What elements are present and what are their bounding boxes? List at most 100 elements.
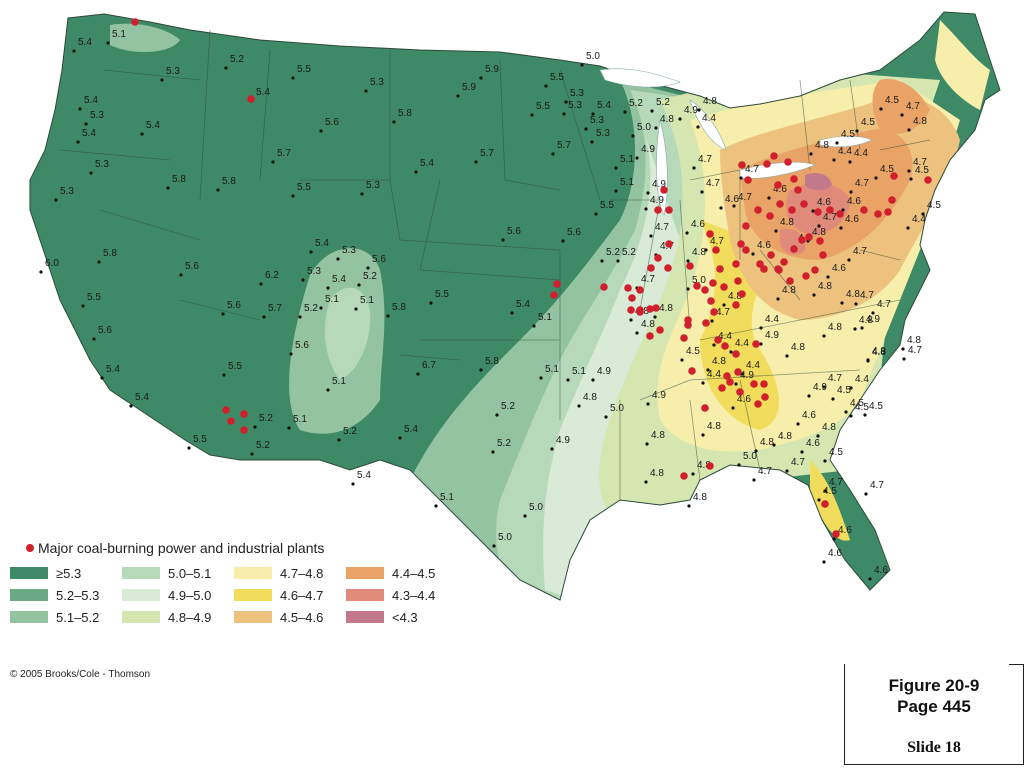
coal-plant-marker <box>816 237 824 245</box>
legend-class-label: 4.6–4.7 <box>280 588 324 603</box>
state-borders <box>59 29 931 500</box>
station-ph-value: 5.4 <box>315 238 329 249</box>
station-ph-value: 4.5 <box>869 401 883 412</box>
station-ph-value: 4.8 <box>822 422 836 433</box>
station-ph-value: 4.8 <box>760 437 774 448</box>
coal-plant-marker <box>754 206 762 214</box>
coal-plant-marker <box>227 417 235 425</box>
coal-plant-marker <box>763 160 771 168</box>
station-dot <box>623 110 627 114</box>
station-ph-value: 5.2 <box>343 426 357 437</box>
station-dot <box>492 544 496 548</box>
coal-plant-marker <box>888 196 896 204</box>
station-dot <box>704 248 708 252</box>
station-dot <box>414 170 418 174</box>
station-dot <box>287 426 291 430</box>
station-dot <box>600 259 604 263</box>
station-dot <box>580 63 584 67</box>
zone-4-7-4-8-maine <box>935 20 990 110</box>
station-ph-value: 4.8 <box>780 217 794 228</box>
station-ph-value: 5.4 <box>82 128 96 139</box>
coal-plant-marker <box>732 260 740 268</box>
coal-plant-marker <box>721 342 729 350</box>
station-ph-value: 5.2 <box>606 247 620 258</box>
station-ph-value: 4.8 <box>693 492 707 503</box>
coal-plant-marker <box>660 186 668 194</box>
station-ph-value: 4.4 <box>702 113 716 124</box>
legend-class-label: 4.9–5.0 <box>168 588 212 603</box>
station-ph-value: 4.8 <box>791 342 805 353</box>
coal-plant-marker <box>790 175 798 183</box>
coal-plant-marker <box>240 410 248 418</box>
station-dot <box>701 381 705 385</box>
station-ph-value: 5.1 <box>440 492 454 503</box>
legend-class-item: 4.7–4.8 <box>234 566 323 582</box>
coal-plant-marker <box>767 251 775 259</box>
station-dot <box>631 134 635 138</box>
us-coastline <box>29 11 1001 601</box>
coal-plant-marker <box>798 236 806 244</box>
station-ph-value: 5.2 <box>497 438 511 449</box>
station-ph-value: 5.6 <box>295 340 309 351</box>
station-dot <box>604 415 608 419</box>
station-dot <box>398 436 402 440</box>
station-dot <box>501 238 505 242</box>
station-ph-value: 5.2 <box>363 271 377 282</box>
station-dot <box>823 489 827 493</box>
station-dot <box>687 504 691 508</box>
figure-caption-box: Figure 20-9 Page 445 Slide 18 <box>844 664 1024 765</box>
station-dot <box>106 41 110 45</box>
station-ph-value: 4.7 <box>877 299 891 310</box>
station-dot <box>754 449 758 453</box>
coal-plant-marker <box>737 240 745 248</box>
station-ph-value: 5.3 <box>307 266 321 277</box>
station-ph-value: 4.6 <box>874 565 888 576</box>
coal-plant-marker <box>654 254 662 262</box>
station-ph-value: 4.7 <box>706 178 720 189</box>
legend-class-label: ≥5.3 <box>56 566 82 581</box>
station-dot <box>532 324 536 328</box>
station-ph-value: 5.5 <box>297 182 311 193</box>
coal-plant-marker <box>720 283 728 291</box>
legend-class-item: 4.8–4.9 <box>122 610 211 626</box>
coal-plant-marker <box>723 372 731 380</box>
station-ph-value: 5.4 <box>357 470 371 481</box>
station-ph-value: 6.2 <box>265 270 279 281</box>
station-dot <box>855 129 859 133</box>
station-dot <box>644 480 648 484</box>
station-ph-value: 4.8 <box>641 319 655 330</box>
station-ph-value: 5.4 <box>146 120 160 131</box>
station-ph-value: 4.7 <box>738 192 752 203</box>
station-dot <box>160 78 164 82</box>
coal-plant-marker <box>654 206 662 214</box>
station-ph-value: 4.7 <box>655 222 669 233</box>
coal-plant-marker <box>794 186 802 194</box>
coal-plant-marker <box>814 208 822 216</box>
station-dot <box>686 287 690 291</box>
station-ph-value: 5.3 <box>568 100 582 111</box>
legend-class-label: 4.4–4.5 <box>392 566 436 581</box>
zone-5-0-5-1-sw <box>324 287 371 380</box>
legend-class-label: 4.8–4.9 <box>168 610 212 625</box>
station-dot <box>860 326 864 330</box>
station-dot <box>392 120 396 124</box>
station-ph-value: 4.7 <box>758 466 772 477</box>
station-ph-value: 5.3 <box>596 128 610 139</box>
station-ph-value: 5.9 <box>462 82 476 93</box>
station-dot <box>692 166 696 170</box>
station-dot <box>907 128 911 132</box>
map-canvas: 5.45.15.35.45.35.45.35.35.45.25.45.55.35… <box>29 11 1001 601</box>
station-dot <box>39 270 43 274</box>
station-ph-value: 5.2 <box>259 413 273 424</box>
station-dot <box>614 189 618 193</box>
station-ph-value: 4.6 <box>757 240 771 251</box>
station-ph-value: 5.4 <box>597 100 611 111</box>
station-dot <box>140 132 144 136</box>
station-ph-value: 5.2 <box>304 303 318 314</box>
coal-plant-marker <box>744 176 752 184</box>
station-dot <box>289 352 293 356</box>
station-ph-value: 4.5 <box>885 95 899 106</box>
station-ph-value: 5.8 <box>398 108 412 119</box>
coal-plant-marker <box>693 282 701 290</box>
station-dot <box>823 459 827 463</box>
